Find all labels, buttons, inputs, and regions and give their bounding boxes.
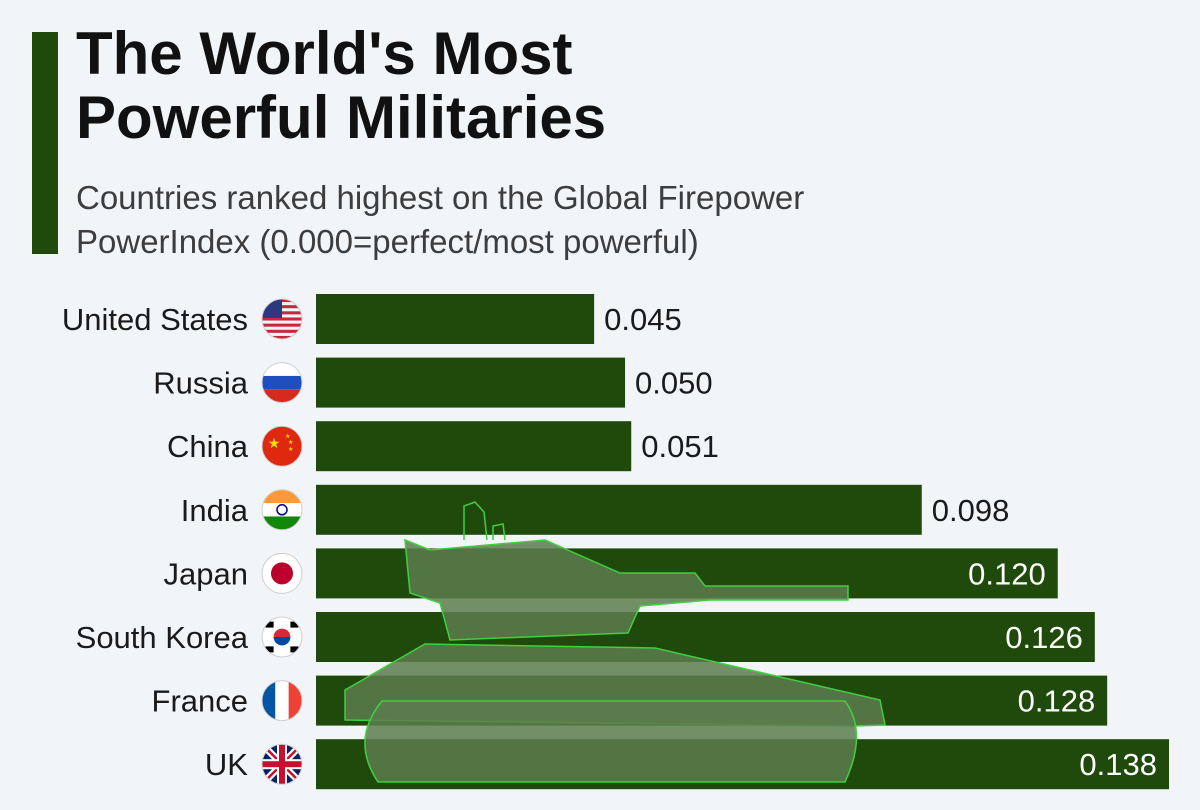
value-label-russia: 0.050 [635,366,713,401]
uk-flag-icon [262,744,302,785]
value-label-japan: 0.120 [968,556,1046,591]
japan-flag-icon [262,553,302,594]
tank-silhouette-icon [344,501,886,783]
svg-text:★: ★ [288,446,293,453]
accent-bar [32,32,58,254]
china-flag-icon: ★ ★★★ [262,426,302,467]
svg-text:★: ★ [285,433,290,440]
category-label-france: France [152,684,248,719]
bar-russia [316,357,626,408]
title-line-1: The World's Most [76,20,573,87]
category-label-russia: Russia [153,366,249,401]
category-label-china: China [167,429,249,464]
value-label-uk: 0.138 [1079,747,1157,782]
bar-united-states [316,294,595,344]
bar-india [316,484,922,535]
subtitle-line-1: Countries ranked highest on the Global F… [76,179,805,216]
russia-flag-icon [262,362,302,403]
india-flag-icon [262,489,302,530]
chart-subtitle: Countries ranked highest on the Global F… [76,176,1076,264]
category-label-united-states: United States [62,302,248,337]
value-label-south-korea: 0.126 [1005,620,1083,655]
subtitle-line-2: PowerIndex (0.000=perfect/most powerful) [76,223,699,260]
value-label-united-states: 0.045 [604,302,682,337]
title-line-2: Powerful Militaries [76,84,607,151]
svg-text:★: ★ [268,435,281,451]
chart-title: The World's Most Powerful Militaries [76,22,976,150]
tank-antenna [463,501,506,541]
value-label-china: 0.051 [641,429,719,464]
category-label-south-korea: South Korea [76,620,249,655]
svg-text:★: ★ [288,439,293,446]
category-label-japan: Japan [164,556,248,591]
category-label-uk: UK [205,747,248,782]
south-korea-flag-icon [262,617,302,657]
category-label-india: India [181,493,249,528]
france-flag-icon [262,680,302,721]
bar-china [316,421,632,472]
tank-turret [404,538,849,641]
tank-track [364,700,858,783]
value-label-france: 0.128 [1018,684,1096,719]
value-label-india: 0.098 [932,493,1010,528]
